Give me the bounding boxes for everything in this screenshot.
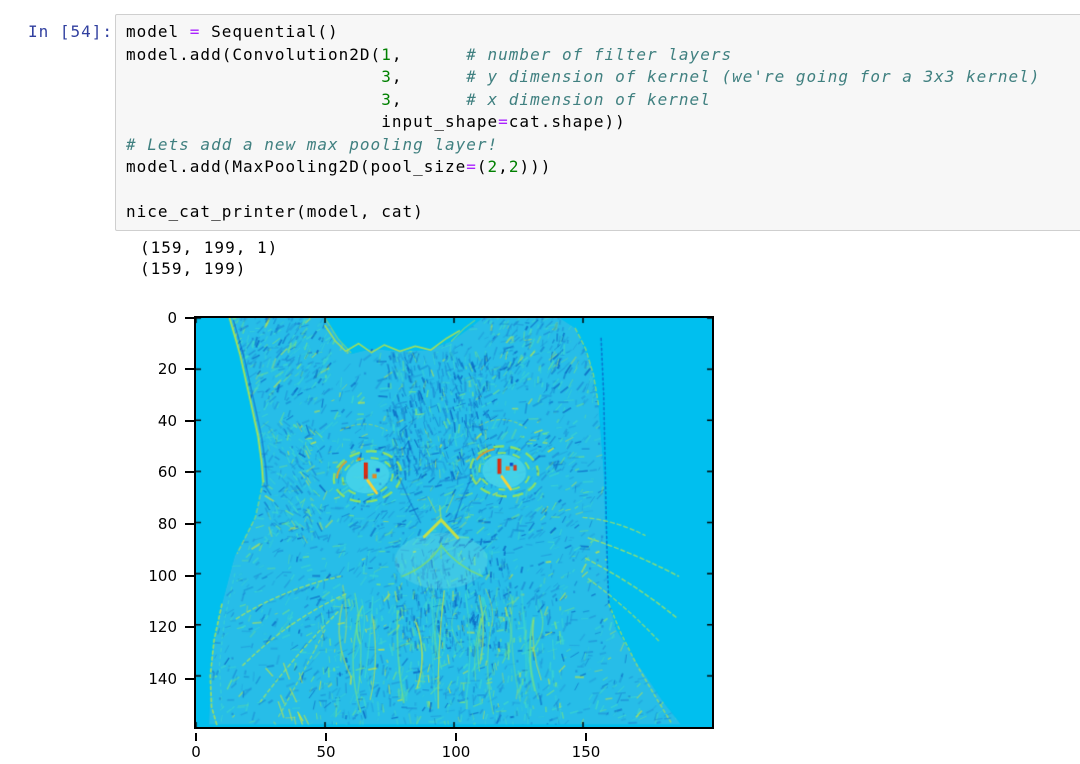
x-tick-label: 150	[571, 742, 601, 761]
input-prompt: In [54]:	[27, 22, 113, 41]
stdout-line: (159, 199, 1)	[140, 237, 279, 257]
code-line: 3, # y dimension of kernel (we're going …	[381, 67, 1041, 86]
y-tick-mark	[185, 574, 194, 577]
input-row: In [54]: model = Sequential() model.add(C…	[14, 14, 1080, 231]
x-tick-mark	[195, 732, 197, 741]
output-area: (159, 199, 1) (159, 199) 0 20 40 60 80 100 120 1…	[140, 237, 1080, 764]
y-tick-mark	[185, 419, 194, 422]
code-line: 3, # x dimension of kernel	[381, 89, 711, 109]
cat-feature-map-canvas	[194, 315, 714, 729]
y-tick-mark	[185, 316, 194, 319]
code-editor[interactable]: model = Sequential() model.add(Convolutio…	[115, 14, 1080, 231]
x-tick-label: 50	[316, 742, 336, 761]
y-tick-label: 20	[157, 360, 177, 379]
y-tick-label: 0	[167, 308, 177, 327]
code-line	[126, 179, 1071, 202]
x-tick-mark	[585, 732, 587, 741]
y-tick-mark	[185, 626, 194, 629]
code-line: model.add(Convolution2D(1, # number of f…	[126, 44, 733, 64]
stdout-text: (159, 199, 1) (159, 199)	[140, 237, 1080, 279]
matplotlib-figure: 0 20 40 60 80 100 120 140 0 50 100 150	[137, 309, 777, 764]
stdout-line: (159, 199)	[140, 258, 247, 278]
code-line: model.add(MaxPooling2D(pool_size=(2,2)))	[126, 157, 552, 176]
y-tick-mark	[185, 677, 194, 680]
y-tick-mark	[185, 471, 194, 474]
y-tick-label: 80	[157, 515, 177, 533]
y-tick-label: 40	[157, 411, 177, 430]
y-tick-label: 120	[148, 618, 177, 637]
code-line: nice_cat_printer(model, cat)	[126, 202, 424, 221]
code-line: # Lets add a new max pooling layer!	[126, 134, 499, 154]
y-tick-label: 60	[157, 463, 177, 482]
code-line: model = Sequential()	[126, 22, 339, 41]
x-tick-label: 0	[191, 742, 201, 761]
y-tick-mark	[185, 523, 194, 525]
y-tick-label: 100	[148, 566, 177, 585]
y-tick-label: 140	[148, 669, 177, 688]
y-tick-mark	[185, 368, 194, 371]
x-tick-mark	[455, 732, 457, 741]
x-tick-mark	[325, 732, 327, 741]
code-line: input_shape=cat.shape))	[126, 112, 626, 131]
code-content[interactable]: model = Sequential() model.add(Convolutio…	[126, 21, 1071, 224]
x-tick-label: 100	[441, 742, 471, 761]
